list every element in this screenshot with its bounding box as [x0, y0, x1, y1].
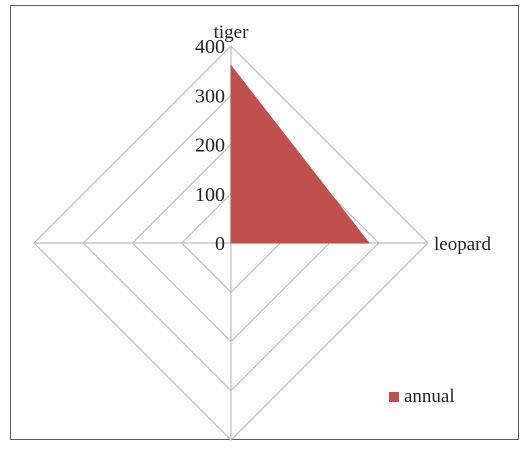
radial-tick-labels: 0 100 200 300 400 [195, 36, 225, 255]
tick-label-300: 300 [195, 85, 225, 107]
axis-label-leopard: leopard [434, 234, 491, 255]
tick-label-400: 400 [195, 36, 225, 58]
legend-swatch-annual [389, 392, 399, 402]
axis-labels: tiger leopard [214, 22, 492, 255]
legend-label-annual: annual [404, 386, 455, 407]
radar-series [230, 64, 370, 244]
legend: annual [389, 386, 455, 407]
series-area-annual [230, 64, 370, 244]
tick-label-100: 100 [195, 184, 225, 206]
tick-label-200: 200 [195, 135, 225, 157]
axis-label-tiger: tiger [214, 22, 249, 43]
tick-label-0: 0 [215, 233, 225, 255]
